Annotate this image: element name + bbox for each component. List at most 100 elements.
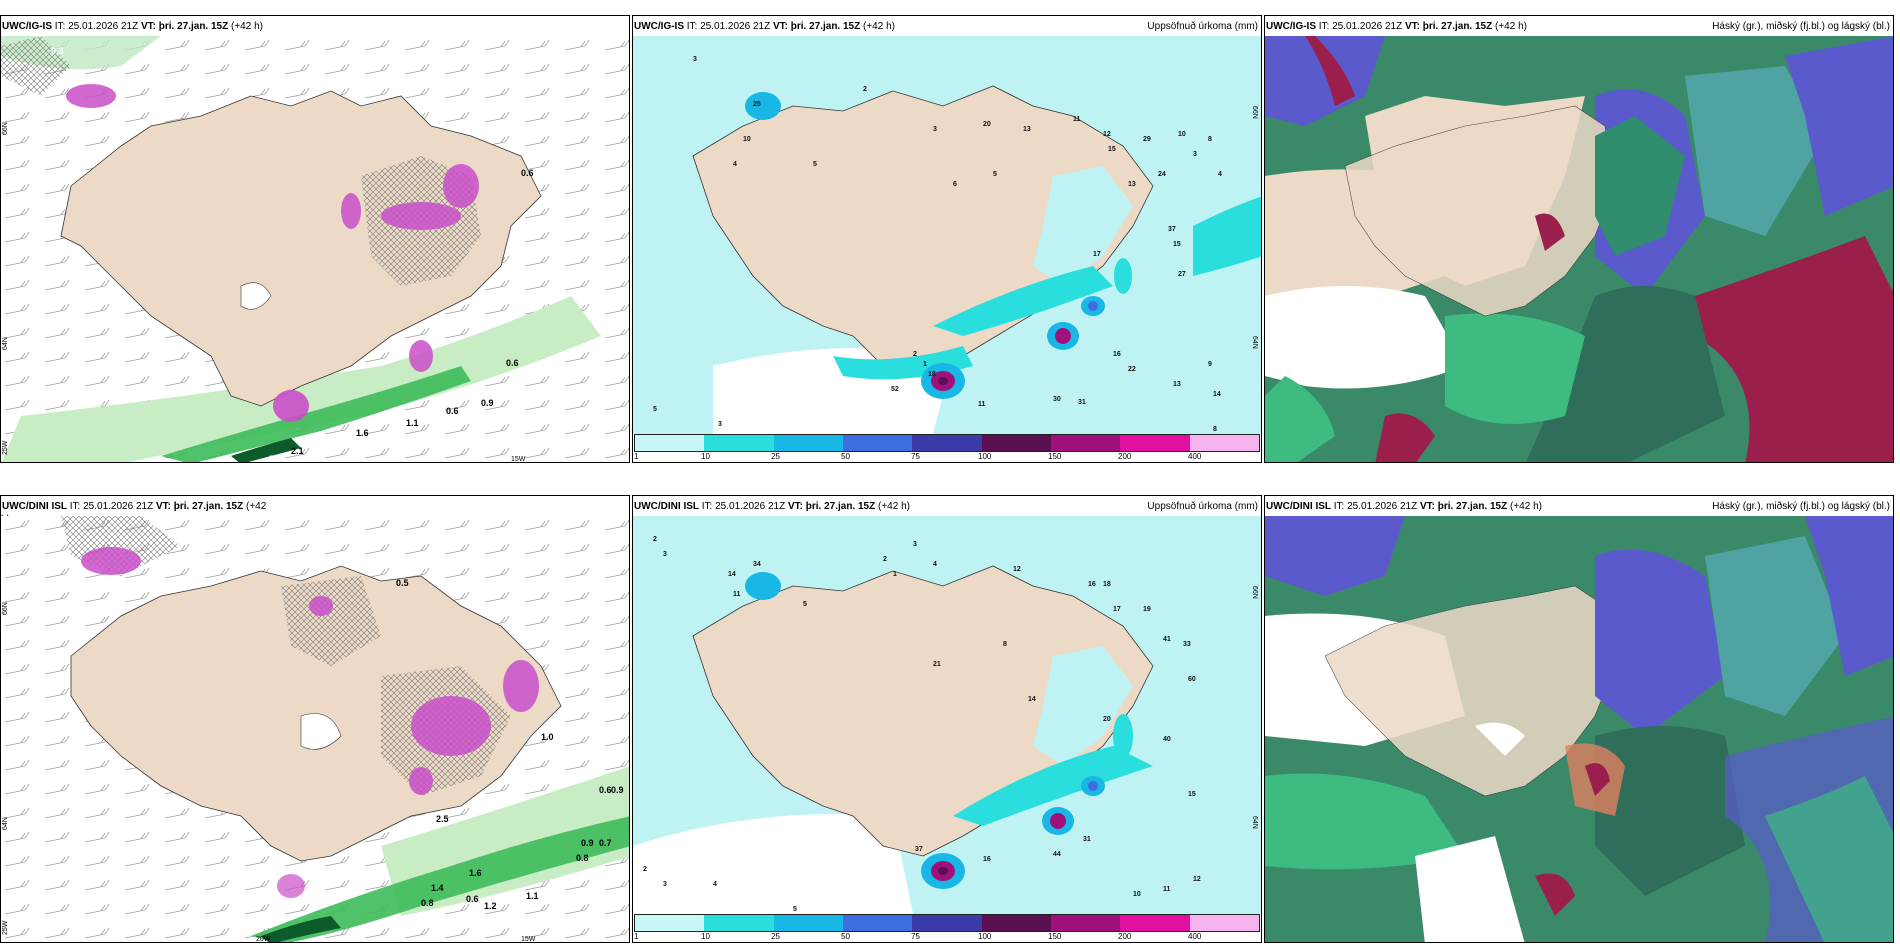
svg-text:37: 37 (1168, 226, 1176, 233)
svg-text:1: 1 (923, 361, 927, 368)
colorbar-segment (912, 915, 982, 931)
svg-text:1: 1 (893, 571, 897, 578)
colorbar-segment (842, 915, 913, 931)
svg-text:0.9: 0.9 (481, 398, 494, 408)
colorbar-label: 200 (1118, 452, 1132, 461)
svg-text:1.1: 1.1 (406, 418, 419, 428)
svg-text:5: 5 (813, 161, 817, 168)
svg-text:22: 22 (1128, 366, 1136, 373)
svg-text:12: 12 (1193, 876, 1201, 883)
panel-title: UWC/IG-IS IT: 25.01.2026 21Z VT: þri. 27… (1266, 21, 1527, 32)
colorbar-segment (635, 435, 705, 451)
colorbar-segment (773, 915, 843, 931)
svg-text:25: 25 (753, 101, 761, 108)
svg-text:44: 44 (1053, 851, 1061, 858)
svg-text:15W: 15W (521, 936, 536, 943)
svg-text:15W: 15W (511, 456, 526, 463)
svg-text:21: 21 (933, 661, 941, 668)
svg-text:17: 17 (1113, 606, 1121, 613)
panel-4: UWC/DINI ISL IT: 25.01.2026 21Z VT: þri.… (0, 495, 630, 943)
colorbar-label: 1 (634, 452, 639, 461)
svg-text:27: 27 (1178, 271, 1186, 278)
colorbar-labels: 1 10 25 50 75 100 150 200 400 (634, 452, 1260, 462)
colorbar-label: 10 (701, 452, 710, 461)
colorbar-label: 400 (1188, 932, 1202, 941)
colorbar-label: 25 (771, 932, 780, 941)
colorbar-labels: 1 10 25 50 75 100 150 200 400 (634, 932, 1260, 942)
panel-title: UWC/DINI ISL IT: 25.01.2026 21Z VT: þri.… (2, 501, 267, 512)
svg-text:0.6: 0.6 (506, 358, 519, 368)
svg-text:2: 2 (653, 536, 657, 543)
svg-text:60: 60 (1188, 676, 1196, 683)
svg-text:3: 3 (718, 421, 722, 428)
panel-6: UWC/DINI ISL IT: 25.01.2026 21Z VT: þri.… (1264, 495, 1894, 943)
colorbar-label: 150 (1048, 452, 1062, 461)
colorbar-segment (981, 435, 1051, 451)
panel-3: UWC/IG-IS IT: 25.01.2026 21Z VT: þri. 27… (1264, 15, 1894, 463)
svg-text:66N: 66N (1251, 106, 1258, 119)
svg-text:15: 15 (1173, 241, 1181, 248)
svg-text:30: 30 (1053, 396, 1061, 403)
svg-text:11: 11 (733, 591, 741, 598)
svg-text:31: 31 (1083, 836, 1091, 843)
svg-text:9: 9 (1208, 361, 1212, 368)
svg-text:12: 12 (1013, 566, 1021, 573)
colorbar-label: 50 (841, 932, 850, 941)
colorbar-label: 25 (771, 452, 780, 461)
colorbar-label: 100 (978, 932, 992, 941)
svg-text:5: 5 (653, 406, 657, 413)
svg-text:14: 14 (728, 571, 736, 578)
colorbar-label: 1 (634, 932, 639, 941)
panel-1: UWC/IG-IS IT: 25.01.2026 21Z VT: þri. 27… (0, 15, 630, 463)
svg-text:13: 13 (1128, 181, 1136, 188)
svg-text:24: 24 (1158, 171, 1166, 178)
svg-text:34: 34 (753, 561, 761, 568)
precip-colorbar (634, 434, 1260, 452)
svg-text:66N: 66N (1251, 586, 1258, 599)
svg-text:4: 4 (713, 881, 717, 888)
cloud-cover-map (1265, 36, 1893, 462)
svg-text:13: 13 (1023, 126, 1031, 133)
svg-text:19: 19 (1143, 606, 1151, 613)
colorbar-label: 200 (1118, 932, 1132, 941)
colorbar-label: 400 (1188, 452, 1202, 461)
panel-title: UWC/DINI ISL IT: 25.01.2026 21Z VT: þri.… (1266, 501, 1542, 512)
colorbar-segment (1189, 435, 1259, 451)
svg-text:14: 14 (1213, 391, 1221, 398)
panel-5: UWC/DINI ISL IT: 25.01.2026 21Z VT: þri.… (632, 495, 1262, 943)
precip-wind-map: 66N 64N 25W 20W 15W 2.5 0.5 1.6 1.4 0.8 … (1, 516, 629, 943)
svg-text:1.2: 1.2 (484, 901, 497, 911)
colorbar-segment (1120, 435, 1190, 451)
svg-text:20W: 20W (256, 936, 271, 943)
svg-text:8: 8 (1208, 136, 1212, 143)
svg-text:11: 11 (978, 401, 986, 408)
svg-text:3: 3 (663, 551, 667, 558)
panel-subtitle: Háský (gr.), miðský (fj.bl.) og lágský (… (1712, 501, 1890, 512)
svg-text:4: 4 (1218, 171, 1222, 178)
svg-text:2: 2 (883, 556, 887, 563)
colorbar-label: 10 (701, 932, 710, 941)
svg-text:3: 3 (1193, 151, 1197, 158)
svg-text:15: 15 (1188, 791, 1196, 798)
svg-text:66N: 66N (2, 122, 9, 135)
svg-text:0.8: 0.8 (576, 853, 589, 863)
svg-text:1.6: 1.6 (356, 428, 369, 438)
svg-text:6: 6 (953, 181, 957, 188)
svg-text:40: 40 (1163, 736, 1171, 743)
svg-text:10: 10 (1178, 131, 1186, 138)
colorbar-segment (704, 915, 774, 931)
colorbar-segment (1189, 915, 1259, 931)
svg-text:0.5: 0.5 (396, 578, 409, 588)
svg-text:2: 2 (643, 866, 647, 873)
colorbar-segment (773, 435, 843, 451)
svg-text:2.1: 2.1 (291, 446, 304, 456)
precip-colorbar (634, 914, 1260, 932)
svg-text:1.1: 1.1 (526, 891, 539, 901)
colorbar-segment (704, 435, 774, 451)
svg-text:29: 29 (1143, 136, 1151, 143)
svg-text:1.6: 1.6 (469, 868, 482, 878)
panel-title: UWC/IG-IS IT: 25.01.2026 21Z VT: þri. 27… (634, 21, 895, 32)
svg-text:0.3: 0.3 (51, 46, 64, 56)
svg-text:0.7: 0.7 (599, 838, 612, 848)
